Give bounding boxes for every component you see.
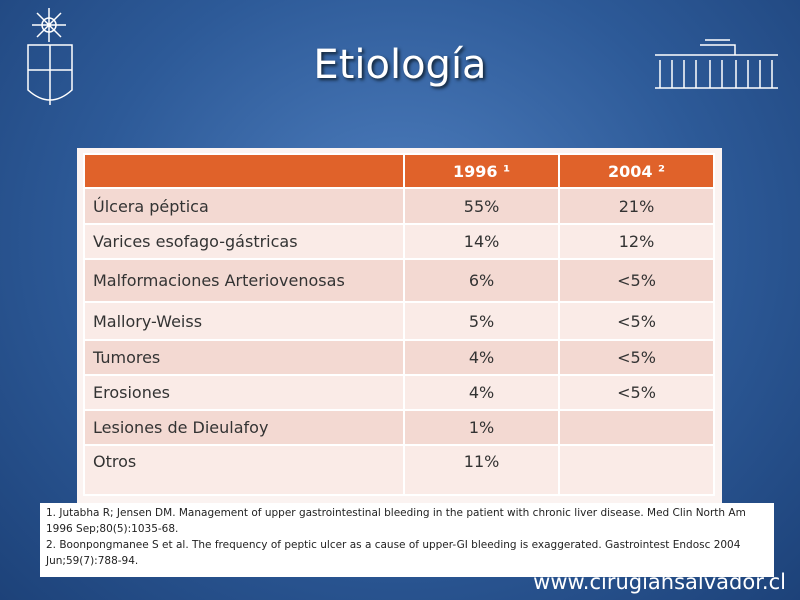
table-row: Erosiones 4% <5% bbox=[82, 374, 715, 411]
table-row: Tumores 4% <5% bbox=[82, 339, 715, 376]
row-label: Tumores bbox=[82, 339, 406, 376]
university-crest bbox=[27, 8, 73, 105]
row-label: Otros bbox=[82, 444, 406, 496]
row-label: Úlcera péptica bbox=[82, 187, 406, 225]
value-cell: 12% bbox=[558, 223, 715, 260]
value-cell: 14% bbox=[403, 223, 561, 260]
table-panel: 1996 ¹ 2004 ² Úlcera péptica 55% 21% Varices … bbox=[77, 148, 722, 503]
value-cell: 21% bbox=[558, 187, 715, 225]
value-cell: <5% bbox=[558, 339, 715, 376]
table-row: Malformaciones Arteriovenosas 6% <5% bbox=[82, 258, 715, 303]
value-cell: <5% bbox=[558, 301, 715, 341]
value-cell: 4% bbox=[403, 339, 561, 376]
row-label: Varices esofago-gástricas bbox=[82, 223, 406, 260]
row-label: Lesiones de Dieulafoy bbox=[82, 409, 406, 446]
value-cell bbox=[558, 444, 715, 496]
value-cell: 4% bbox=[403, 374, 561, 411]
table-row: Úlcera péptica 55% 21% bbox=[82, 187, 715, 225]
value-cell: <5% bbox=[558, 258, 715, 303]
etiology-table: 1996 ¹ 2004 ² Úlcera péptica 55% 21% Varices … bbox=[82, 153, 715, 496]
value-cell bbox=[558, 409, 715, 446]
references: 1. Jutabha R; Jensen DM. Management of u… bbox=[40, 503, 774, 577]
value-cell: <5% bbox=[558, 374, 715, 411]
slide-title: Etiología bbox=[313, 42, 487, 88]
value-cell: 1% bbox=[403, 409, 561, 446]
row-label: Malformaciones Arteriovenosas bbox=[82, 258, 406, 303]
row-label: Erosiones bbox=[82, 374, 406, 411]
table-row: Otros 11% bbox=[82, 444, 715, 496]
hospital-logo bbox=[655, 39, 778, 89]
header-row: 1996 ¹ 2004 ² bbox=[82, 153, 715, 189]
value-cell: 55% bbox=[403, 187, 561, 225]
reference: 2. Boonpongmanee S et al. The frequency … bbox=[46, 539, 741, 567]
reference: 1. Jutabha R; Jensen DM. Management of u… bbox=[46, 507, 746, 535]
header-cell: 2004 ² bbox=[558, 153, 715, 189]
row-label: Mallory-Weiss bbox=[82, 301, 406, 341]
table-row: Lesiones de Dieulafoy 1% bbox=[82, 409, 715, 446]
value-cell: 5% bbox=[403, 301, 561, 341]
header-cell: 1996 ¹ bbox=[403, 153, 561, 189]
value-cell: 6% bbox=[403, 258, 561, 303]
table-row: Varices esofago-gástricas 14% 12% bbox=[82, 223, 715, 260]
header-cell bbox=[82, 153, 406, 189]
value-cell: 11% bbox=[403, 444, 561, 496]
footer-url: www.cirugiahsalvador.cl bbox=[533, 570, 786, 594]
table-row: Mallory-Weiss 5% <5% bbox=[82, 301, 715, 341]
